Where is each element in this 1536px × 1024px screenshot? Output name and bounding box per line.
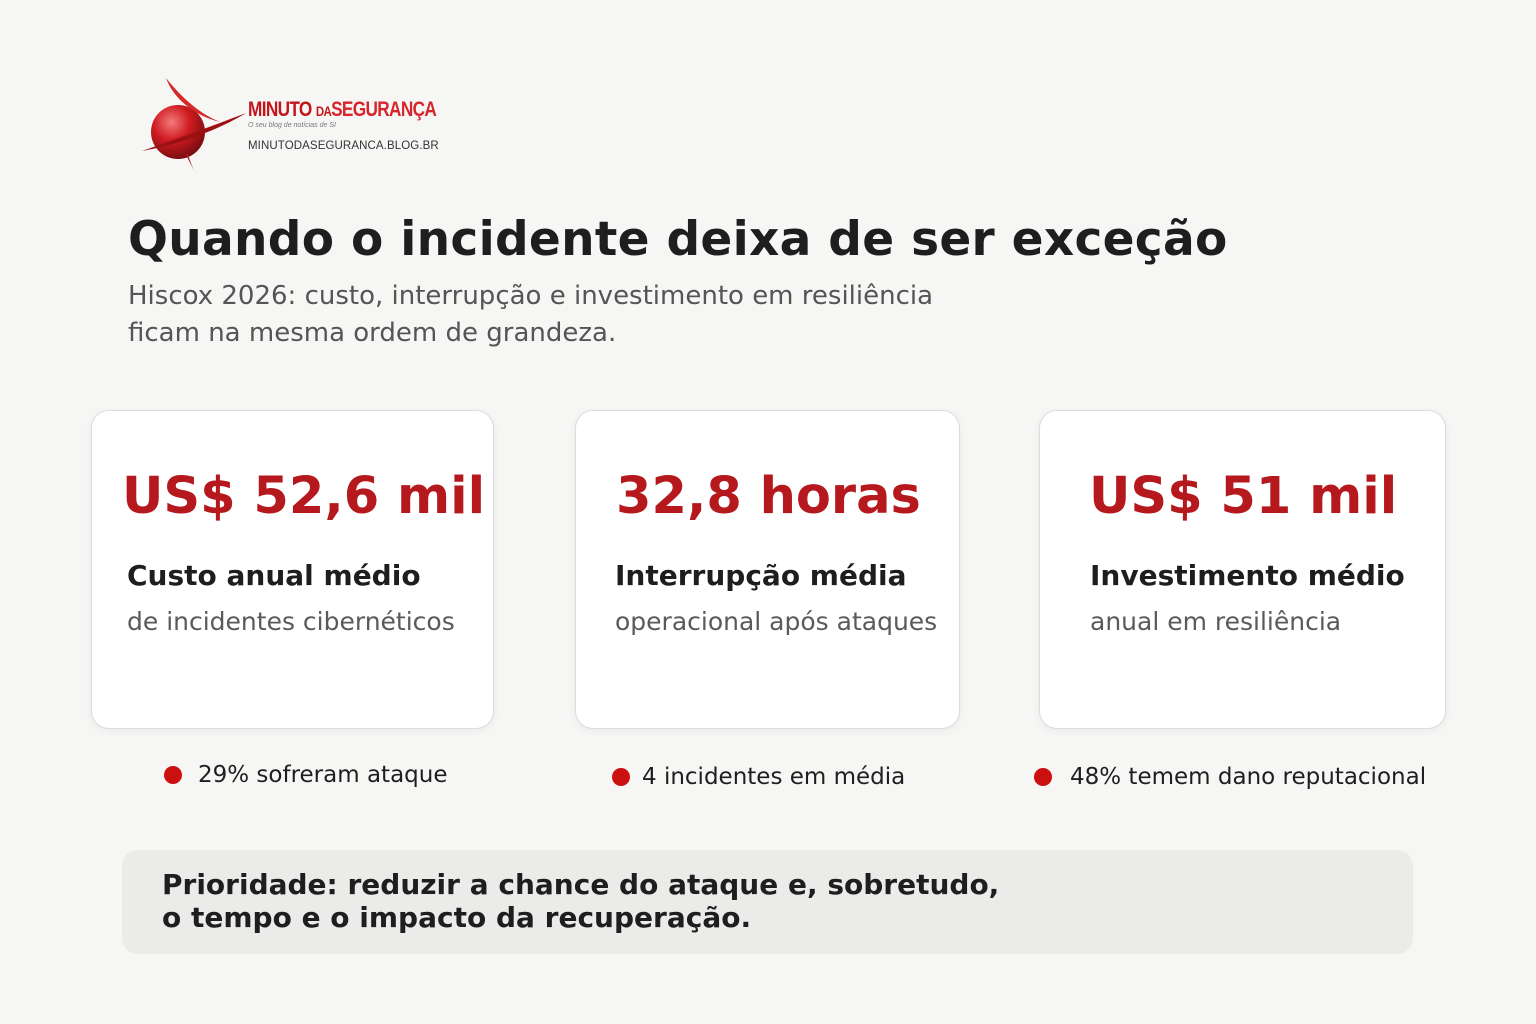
callout-line-2: o tempo e o impacto da recuperação. <box>162 901 752 934</box>
callout-text: Prioridade: reduzir a chance do ataque e… <box>162 868 1162 934</box>
priority-callout: Prioridade: reduzir a chance do ataque e… <box>122 850 1413 954</box>
stat-label: Investimento médio <box>1090 559 1405 592</box>
bullet-item: 29% sofreram ataque <box>164 762 448 788</box>
brand-name-part1: MINUTO <box>248 98 312 121</box>
stat-card-cost: US$ 52,6 mil Custo anual médio de incide… <box>91 410 494 729</box>
bullet-item: 48% temem dano reputacional <box>1034 764 1426 790</box>
bullet-text: 4 incidentes em média <box>642 764 906 790</box>
red-dot-icon <box>612 768 630 786</box>
stat-value: 32,8 horas <box>616 467 921 526</box>
red-sphere-with-orbit-icon <box>142 78 246 174</box>
stat-description: anual em resiliência <box>1090 607 1342 636</box>
stat-card-investment: US$ 51 mil Investimento médio anual em r… <box>1039 410 1446 729</box>
brand-name-part2: DA <box>315 103 332 119</box>
stat-description: de incidentes cibernéticos <box>127 607 455 636</box>
page-title: Quando o incidente deixa de ser exceção <box>128 212 1228 267</box>
brand-logo[interactable]: MINUTO DASEGURANÇA O seu blog de notícia… <box>138 72 458 182</box>
bullet-item: 4 incidentes em média <box>612 764 905 790</box>
page-subtitle: Hiscox 2026: custo, interrupção e invest… <box>128 278 1028 352</box>
stat-value: US$ 51 mil <box>1089 467 1398 526</box>
callout-line-1: Prioridade: reduzir a chance do ataque e… <box>162 868 1000 901</box>
brand-name-part3: SEGURANÇA <box>331 98 437 121</box>
stat-description: operacional após ataques <box>615 607 938 636</box>
brand-url[interactable]: MINUTODASEGURANCA.BLOG.BR <box>248 140 439 152</box>
subtitle-line-2: ficam na mesma ordem de grandeza. <box>128 318 617 348</box>
brand-tagline: O seu blog de notícias de SI <box>248 122 336 129</box>
bullet-text: 48% temem dano reputacional <box>1070 764 1427 790</box>
stat-card-downtime: 32,8 horas Interrupção média operacional… <box>575 410 960 729</box>
subtitle-line-1: Hiscox 2026: custo, interrupção e invest… <box>128 281 934 311</box>
red-dot-icon <box>164 766 182 784</box>
brand-name: MINUTO DASEGURANÇA <box>248 98 437 122</box>
stat-value: US$ 52,6 mil <box>122 467 486 526</box>
stat-label: Interrupção média <box>615 559 907 592</box>
stat-label: Custo anual médio <box>127 559 421 592</box>
bullet-text: 29% sofreram ataque <box>198 762 448 788</box>
red-dot-icon <box>1034 768 1052 786</box>
